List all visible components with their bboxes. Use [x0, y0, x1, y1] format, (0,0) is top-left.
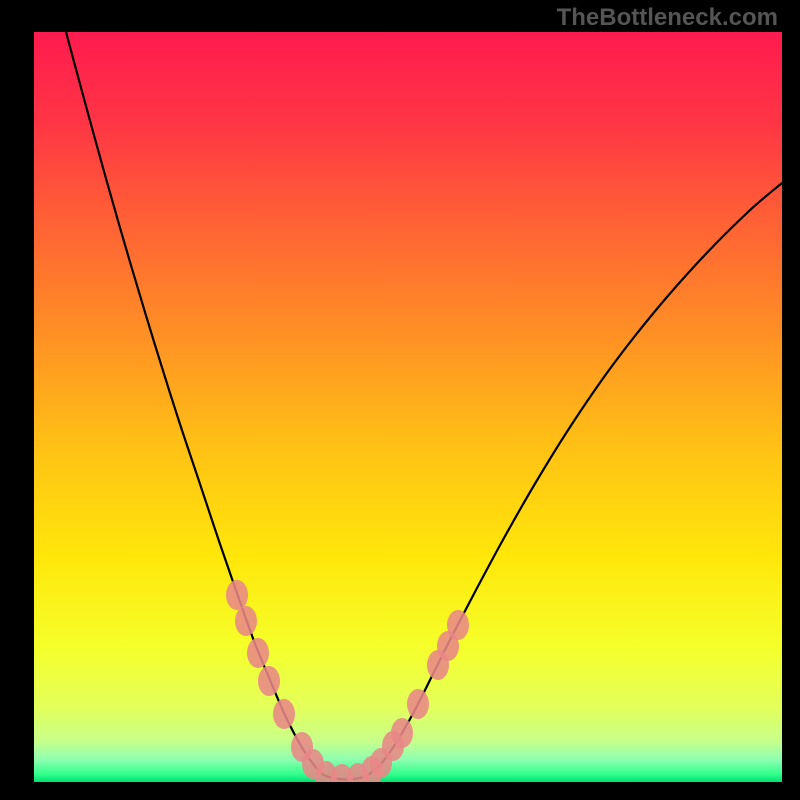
curve-marker	[447, 610, 469, 640]
bottleneck-curve-chart	[0, 0, 800, 800]
curve-marker	[247, 638, 269, 668]
frame-left	[0, 0, 34, 800]
frame-right	[782, 0, 800, 800]
curve-marker	[391, 718, 413, 748]
curve-marker	[258, 666, 280, 696]
curve-marker	[407, 689, 429, 719]
curve-marker	[273, 699, 295, 729]
frame-bottom	[0, 782, 800, 800]
watermark-text: TheBottleneck.com	[557, 4, 778, 32]
gradient-background	[34, 32, 782, 782]
curve-marker	[235, 606, 257, 636]
curve-marker	[226, 580, 248, 610]
